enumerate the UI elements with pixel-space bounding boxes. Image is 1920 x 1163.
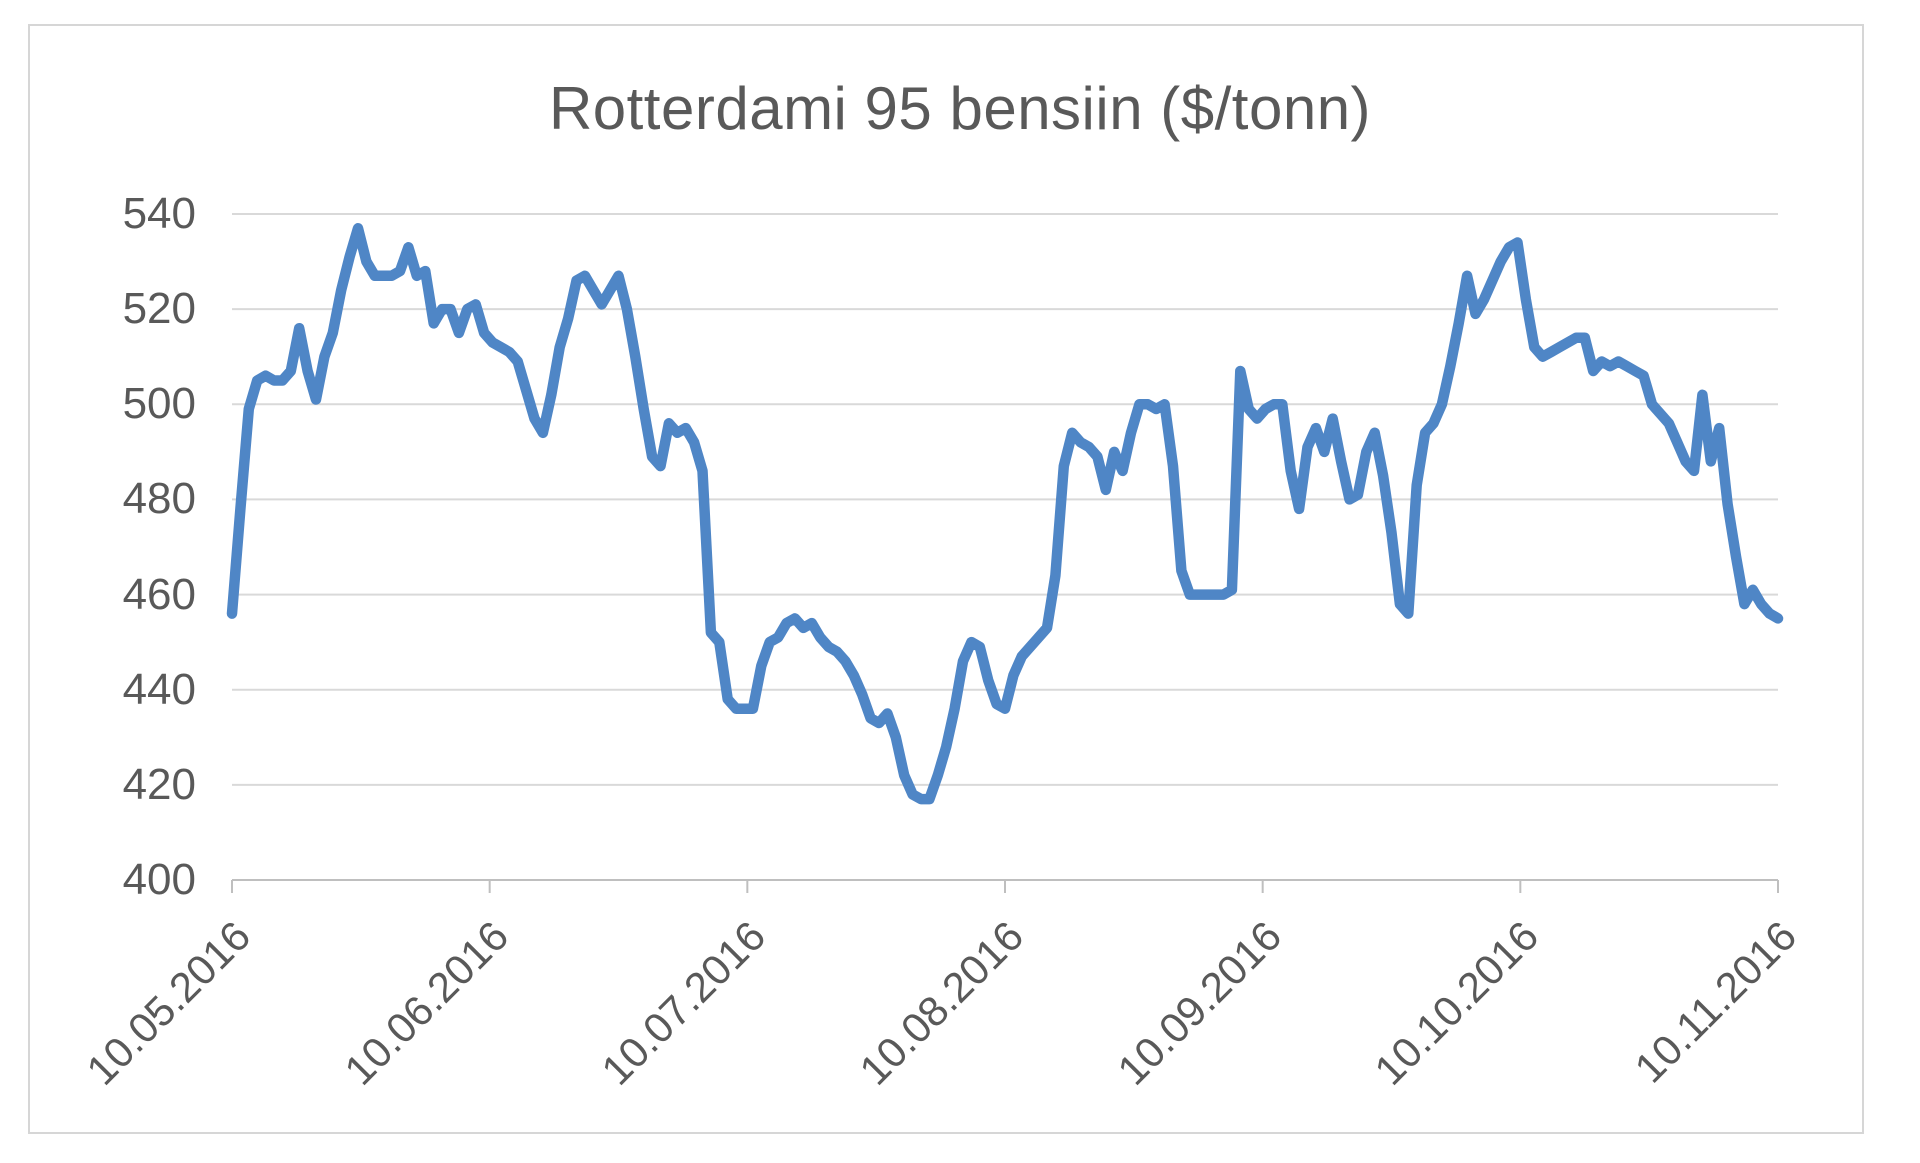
- chart-title: Rotterdami 95 bensiin ($/tonn): [548, 75, 1372, 142]
- y-axis-label: 440: [122, 664, 196, 714]
- y-axis-label: 420: [122, 759, 196, 809]
- y-axis-label: 520: [122, 284, 196, 334]
- y-axis-label: 400: [122, 855, 196, 904]
- chart-frame: [28, 24, 1864, 1134]
- y-axis-label: 500: [122, 379, 196, 429]
- y-axis-label: 480: [122, 474, 196, 524]
- y-axis-label: 540: [122, 189, 196, 238]
- y-axis-label: 460: [122, 569, 196, 619]
- price-line: [226, 223, 1784, 805]
